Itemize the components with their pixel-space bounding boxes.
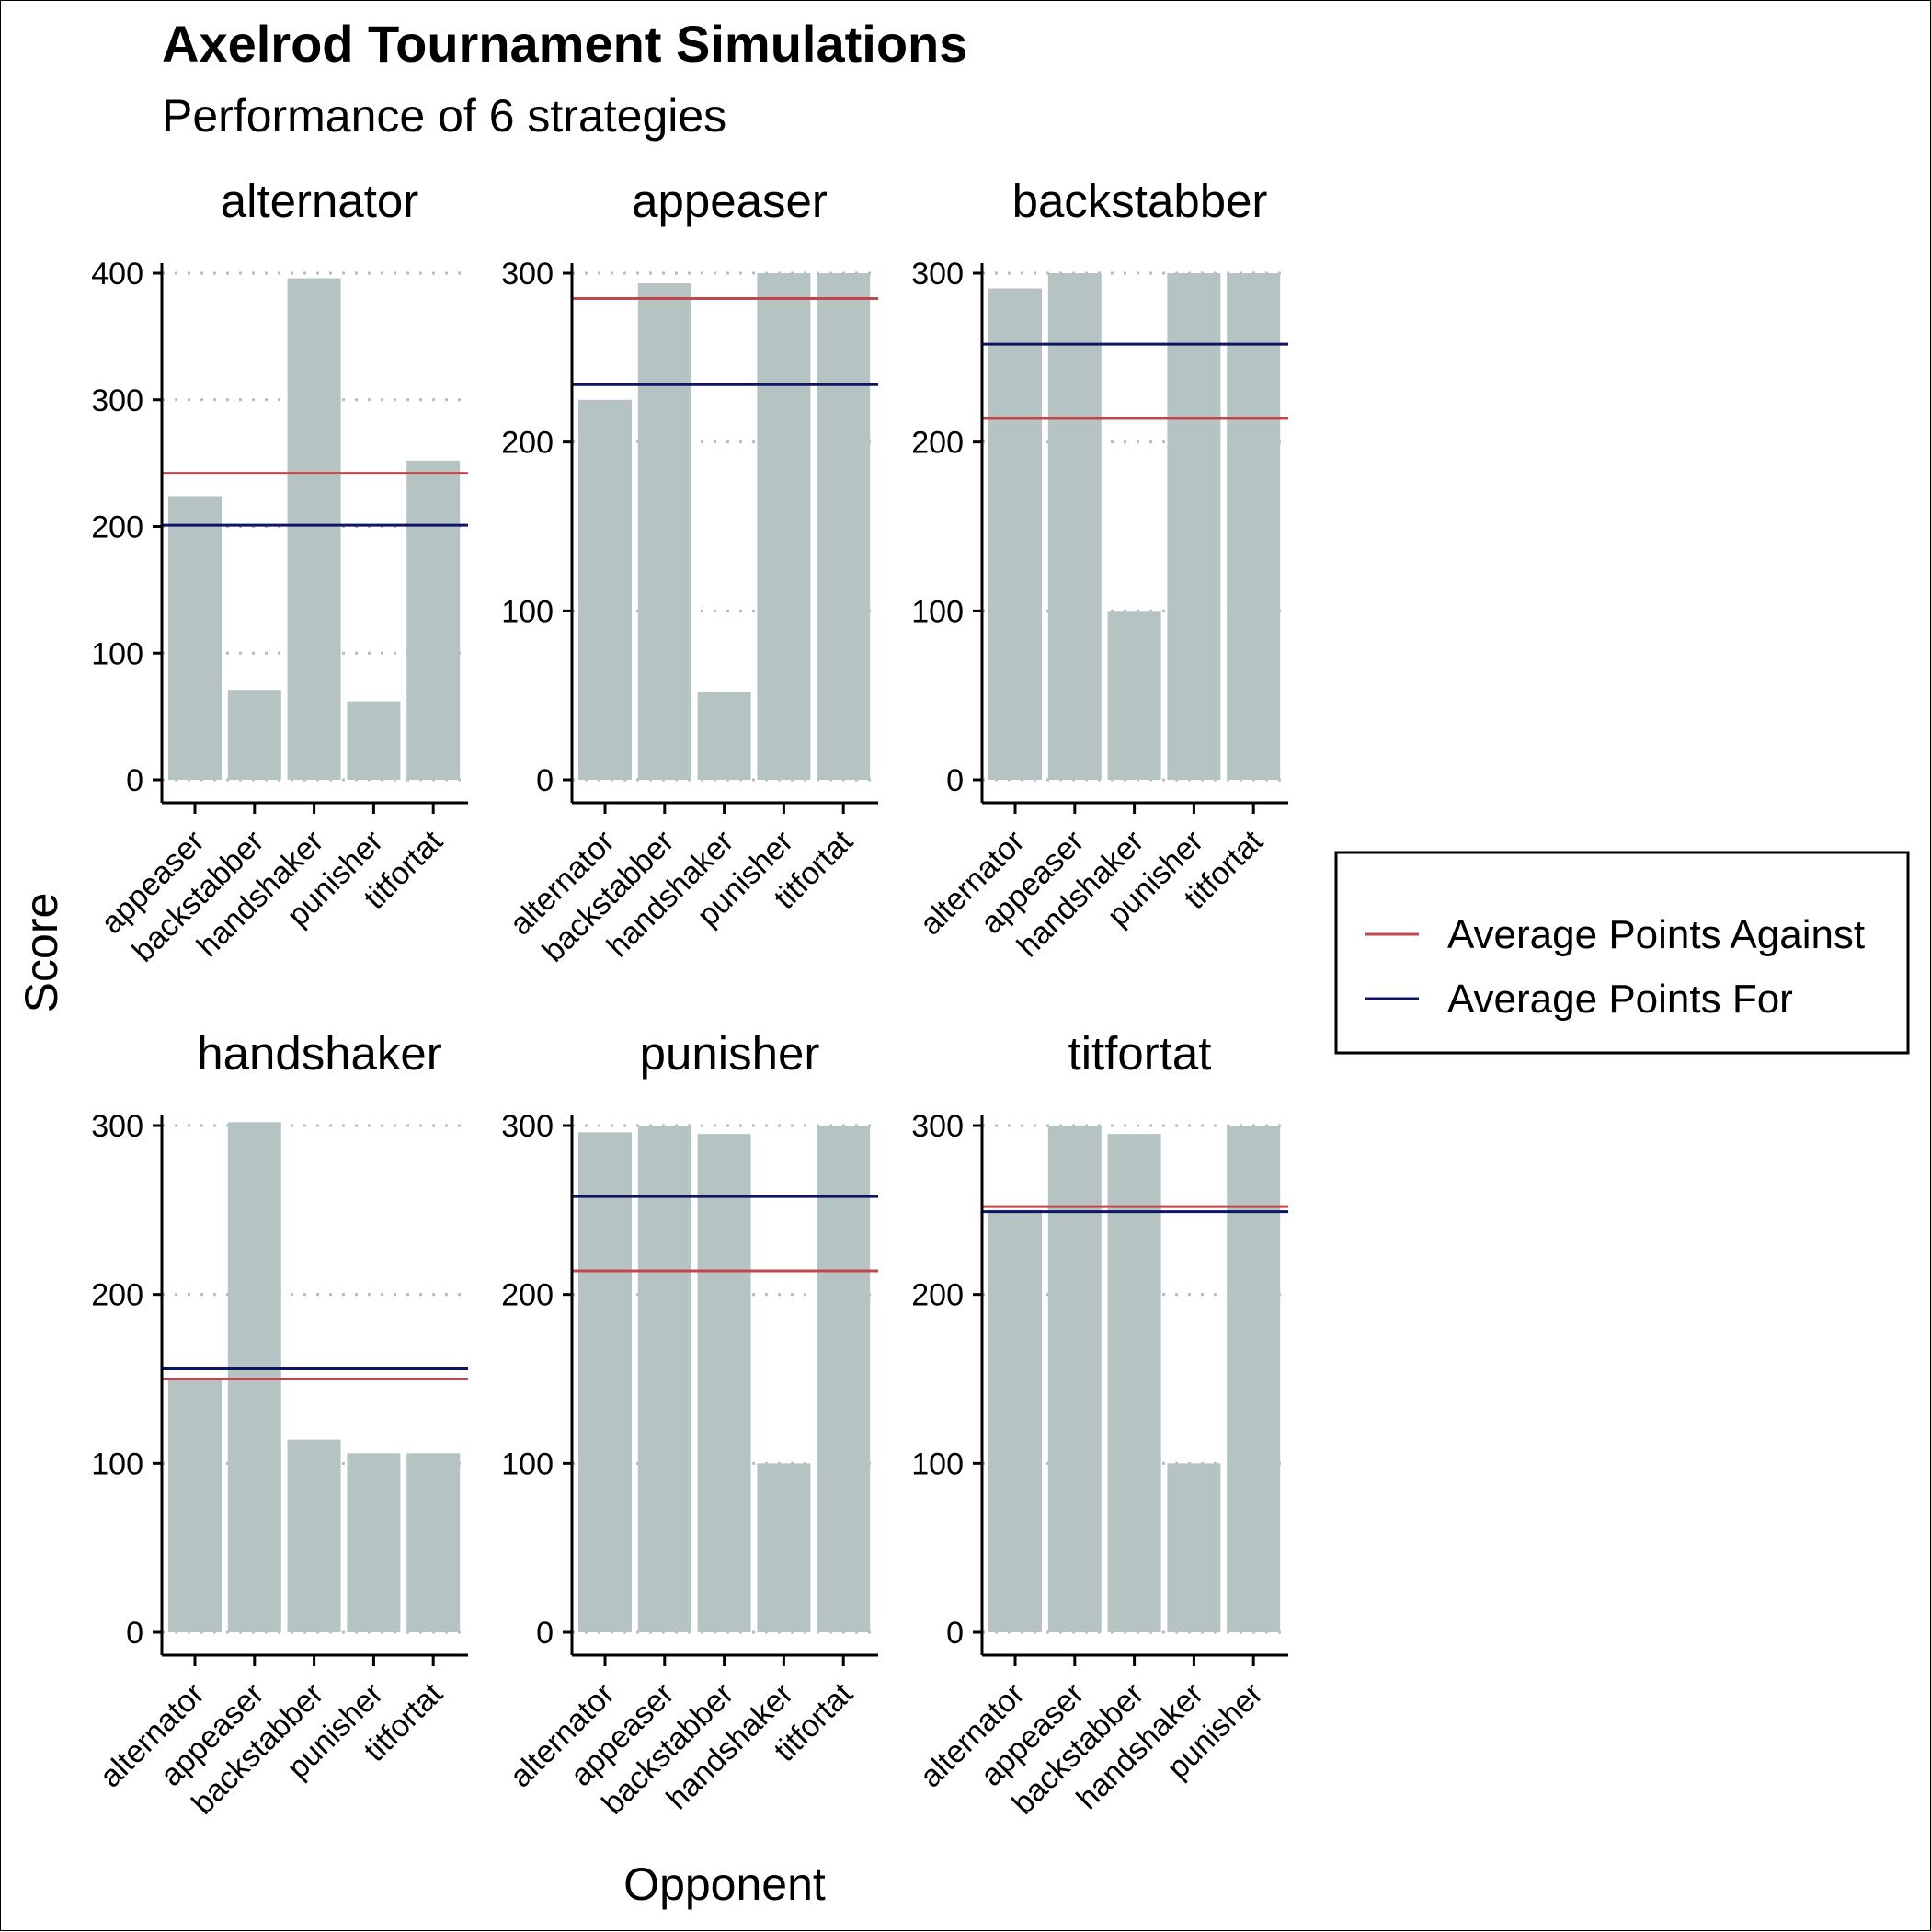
bar-punisher <box>1227 1126 1281 1632</box>
y-tick-label: 200 <box>91 1278 143 1313</box>
y-tick-label: 300 <box>91 1109 143 1144</box>
bar-punisher <box>1167 273 1221 780</box>
bar-appeaser <box>637 1126 691 1632</box>
facet-title: punisher <box>640 1027 820 1080</box>
y-axis-title: Score <box>16 893 67 1013</box>
bar-punisher <box>347 1453 401 1632</box>
bar-handshaker <box>1167 1463 1221 1632</box>
facet-titfortat: titfortat0100200300alternatorappeaserbac… <box>911 1027 1288 1822</box>
bar-titfortat <box>406 1453 461 1632</box>
bar-alternator <box>988 288 1042 780</box>
x-axis-title: Opponent <box>623 1858 826 1910</box>
y-tick-label: 100 <box>91 1446 143 1481</box>
facet-alternator: alternator0100200300400appeaserbackstabb… <box>91 175 468 969</box>
bar-appeaser <box>1047 273 1102 780</box>
chart-title: Axelrod Tournament Simulations <box>162 15 967 73</box>
bar-handshaker <box>287 278 341 780</box>
bar-punisher <box>347 701 401 780</box>
y-tick-label: 200 <box>91 510 143 545</box>
legend-box <box>1334 851 1910 1055</box>
y-tick-label: 100 <box>911 594 964 629</box>
bar-handshaker <box>757 1463 811 1632</box>
facet-panels: alternator 0 100 200 300 400 appeaser backstabb… <box>91 175 1288 1822</box>
y-tick-label: 200 <box>501 1278 554 1313</box>
y-tick-label: 100 <box>91 636 143 671</box>
bar-titfortat <box>817 1126 871 1632</box>
bar-alternator <box>578 399 632 780</box>
y-tick-label: 300 <box>91 383 143 418</box>
y-tick-label: 0 <box>536 1616 554 1651</box>
bar-appeaser <box>1047 1126 1102 1632</box>
facet-title: backstabber <box>1012 175 1268 227</box>
legend-label-for: Average Points For <box>1447 977 1793 1022</box>
y-tick-label: 300 <box>911 257 964 292</box>
bar-backstabber <box>287 1439 341 1632</box>
facet-backstabber: backstabber0100200300alternatorappeaserh… <box>911 175 1288 964</box>
y-tick-label: 200 <box>911 1278 964 1313</box>
facet-punisher: punisher0100200300alternatorappeaserback… <box>501 1027 878 1822</box>
y-tick-label: 0 <box>126 763 143 798</box>
bar-handshaker <box>1107 611 1161 780</box>
bar-alternator <box>988 1209 1042 1632</box>
y-tick-label: 0 <box>946 1616 964 1651</box>
legend: Average Points Against Average Points Fo… <box>1334 851 1910 1055</box>
y-tick-label: 200 <box>501 426 554 461</box>
y-tick-label: 300 <box>501 257 554 292</box>
bar-backstabber <box>227 690 281 780</box>
bar-punisher <box>757 273 811 780</box>
bar-alternator <box>578 1132 632 1632</box>
y-tick-label: 100 <box>911 1446 964 1481</box>
y-tick-label: 0 <box>536 763 554 798</box>
chart-subtitle: Performance of 6 strategies <box>162 90 726 142</box>
y-tick-label: 0 <box>126 1616 143 1651</box>
bar-titfortat <box>1227 273 1281 780</box>
legend-label-against: Average Points Against <box>1447 912 1865 957</box>
y-tick-label: 400 <box>91 257 143 292</box>
y-tick-label: 200 <box>911 426 964 461</box>
bar-backstabber <box>637 283 691 780</box>
facet-title: handshaker <box>197 1027 442 1080</box>
y-tick-label: 300 <box>501 1109 554 1144</box>
bar-titfortat <box>817 273 871 780</box>
bar-backstabber <box>697 1134 751 1632</box>
facet-title: alternator <box>221 175 418 227</box>
facet-appeaser: appeaser0100200300alternatorbackstabberh… <box>501 175 878 969</box>
bar-backstabber <box>1107 1134 1161 1632</box>
facet-handshaker: handshaker0100200300alternatorappeaserba… <box>91 1027 468 1822</box>
facet-title: appeaser <box>632 175 828 227</box>
facet-title: titfortat <box>1068 1027 1212 1080</box>
y-tick-label: 100 <box>501 594 554 629</box>
y-tick-label: 300 <box>911 1109 964 1144</box>
bar-handshaker <box>697 692 751 780</box>
y-tick-label: 100 <box>501 1446 554 1481</box>
y-tick-label: 0 <box>946 763 964 798</box>
bar-alternator <box>168 1378 222 1632</box>
bar-titfortat <box>406 460 461 780</box>
bar-appeaser <box>227 1122 281 1632</box>
bar-appeaser <box>168 496 222 780</box>
